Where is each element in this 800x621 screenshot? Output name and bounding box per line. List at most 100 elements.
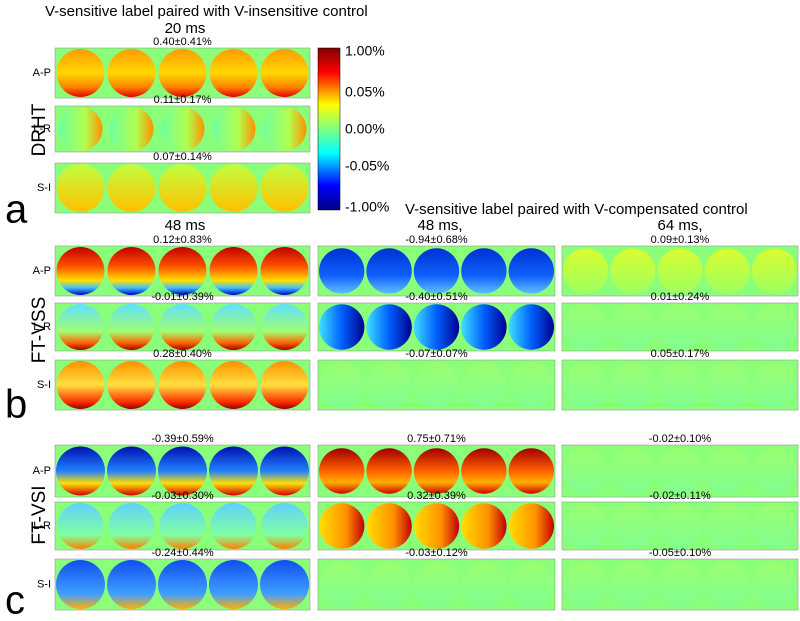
slice-image <box>610 248 656 294</box>
stat-label: -0.03±0.12% <box>405 547 468 559</box>
slice-image <box>751 448 798 494</box>
stat-label: -0.07±0.07% <box>405 348 468 360</box>
slice-image <box>57 304 104 350</box>
slice-image <box>319 304 365 350</box>
slice-image <box>108 304 155 350</box>
stat-label: 0.28±0.40% <box>153 348 212 360</box>
slice-image <box>610 503 656 549</box>
slice-image <box>751 248 798 294</box>
stat-label: -0.02±0.11% <box>649 490 711 502</box>
slice-image <box>56 361 105 409</box>
colorbar-label: 0.00% <box>345 121 385 137</box>
colorbar-label: 1.00% <box>345 43 385 59</box>
slice-image <box>563 448 609 494</box>
axis-label: A-P <box>33 465 51 477</box>
slice-image <box>260 446 309 496</box>
stat-label: 0.05±0.17% <box>651 348 710 360</box>
slice-image <box>159 503 206 549</box>
slice-image <box>107 49 156 97</box>
slice-image <box>657 304 703 350</box>
panel-letter: a <box>5 188 28 232</box>
stat-label: 0.11±0.17% <box>154 94 212 106</box>
slice-image <box>260 361 309 409</box>
slice-image <box>751 362 798 408</box>
slice-image <box>508 448 554 494</box>
slice-image <box>563 304 609 350</box>
colorbar-label: 0.05% <box>345 84 385 100</box>
slice-image <box>158 247 207 295</box>
slice-image <box>508 362 554 408</box>
slice-image <box>158 446 207 496</box>
slice-image <box>260 247 309 295</box>
slice-image <box>508 561 554 608</box>
slice-image <box>57 503 104 549</box>
row-label: DRHT <box>29 103 50 156</box>
slice-image <box>108 503 155 549</box>
slice-image <box>610 304 656 350</box>
slice-image <box>751 561 798 608</box>
slice-image <box>610 448 656 494</box>
column-header: 48 ms <box>165 217 206 234</box>
slice-image <box>657 448 703 494</box>
slice-image <box>319 248 365 294</box>
stat-label: 0.01±0.24% <box>651 291 710 303</box>
slice-image <box>563 503 609 549</box>
slice-image <box>209 49 258 97</box>
slice-image <box>366 561 412 608</box>
slice-image <box>56 560 105 609</box>
slice-image <box>461 448 507 494</box>
slice-image <box>657 503 703 549</box>
slice-image <box>413 448 460 494</box>
slice-image <box>260 49 309 97</box>
slice-image <box>366 503 412 549</box>
slice-image <box>413 561 460 608</box>
stat-label: 0.40±0.41% <box>153 36 212 48</box>
slice-image <box>160 107 205 151</box>
slice-image <box>319 503 365 549</box>
slice-image <box>461 503 507 549</box>
slice-image <box>260 164 309 212</box>
slice-image <box>158 164 207 212</box>
slice-image <box>657 248 703 294</box>
axis-label: S-I <box>37 578 51 590</box>
stat-label: -0.39±0.59% <box>151 433 214 445</box>
slice-image <box>704 503 750 549</box>
slice-image <box>56 164 105 212</box>
slice-image <box>209 164 258 212</box>
slice-image <box>413 503 460 549</box>
slice-image <box>704 304 750 350</box>
slice-image <box>261 304 308 350</box>
stat-label: -0.94±0.68% <box>405 234 468 246</box>
slice-image <box>209 361 258 409</box>
slice-image <box>704 448 750 494</box>
panel-letter: b <box>5 383 27 427</box>
slice-image <box>563 248 609 294</box>
slice-image <box>461 304 507 350</box>
stat-label: 0.32±0.39% <box>407 490 466 502</box>
slice-image <box>109 107 154 151</box>
slice-image <box>58 107 103 151</box>
panel-title: V-sensitive label paired with V-compensa… <box>405 201 748 218</box>
axis-label: A-P <box>33 67 51 79</box>
stat-label: -0.05±0.10% <box>649 547 712 559</box>
axis-label: L-R <box>33 520 51 532</box>
slice-image <box>563 561 609 608</box>
slice-image <box>704 561 750 608</box>
slice-image <box>56 446 105 496</box>
slice-image <box>657 362 703 408</box>
slice-image <box>366 362 412 408</box>
slice-image <box>107 560 156 609</box>
slice-image <box>751 503 798 549</box>
axis-label: S-I <box>37 379 51 391</box>
stat-label: -0.01±0.39% <box>151 291 214 303</box>
slice-image <box>751 304 798 350</box>
slice-image <box>508 304 554 350</box>
slice-image <box>158 560 207 609</box>
colorbar-label: -1.00% <box>345 199 389 215</box>
slice-image <box>319 561 365 608</box>
stat-label: 0.07±0.14% <box>153 151 212 163</box>
slice-image <box>461 561 507 608</box>
column-header: 64 ms, <box>657 217 702 234</box>
slice-image <box>508 248 554 294</box>
